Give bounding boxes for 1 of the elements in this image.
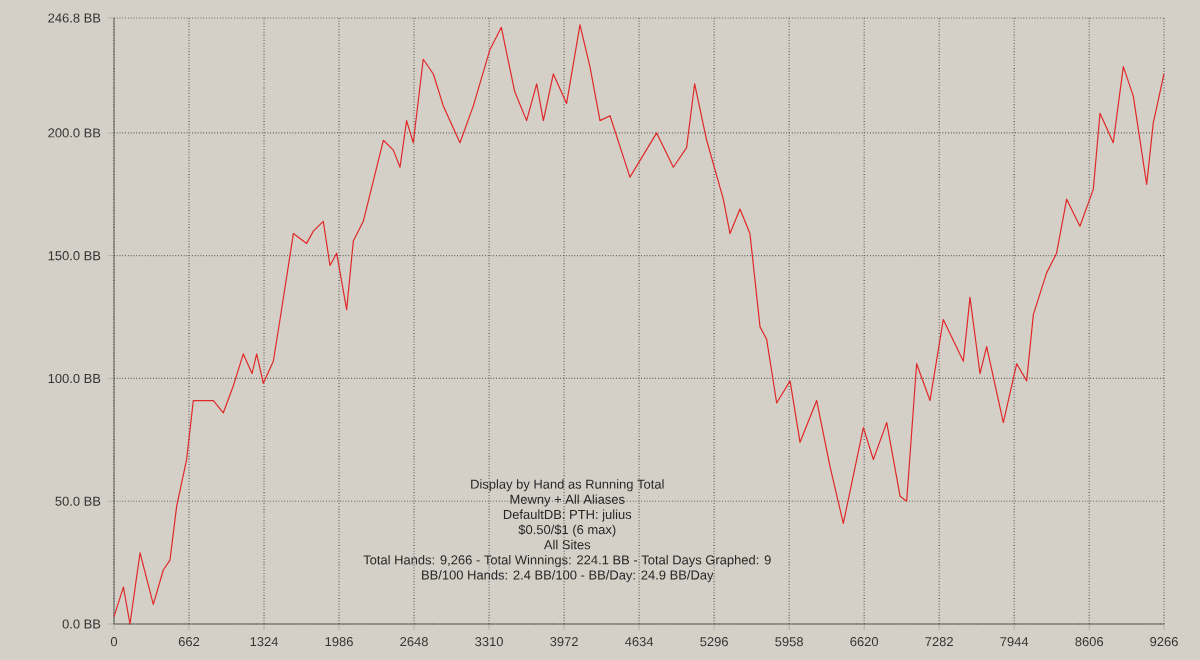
line-series [113,24,1165,625]
